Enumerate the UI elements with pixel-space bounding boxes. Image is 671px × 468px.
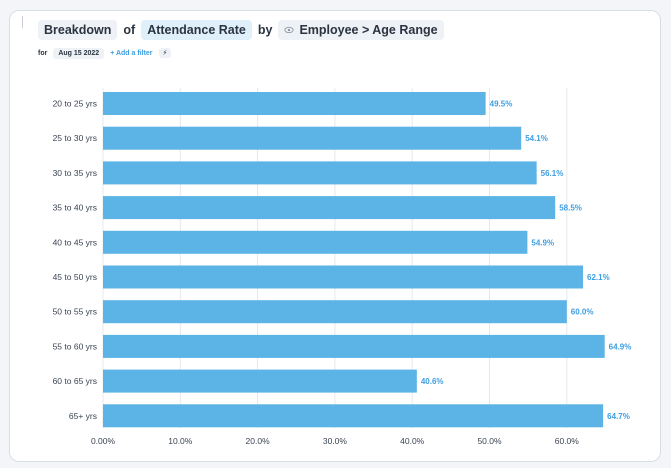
- category-label: 20 to 25 yrs: [53, 99, 97, 109]
- data-label: 56.1%: [541, 169, 564, 178]
- date-filter-chip[interactable]: Aug 15 2022: [53, 47, 105, 59]
- category-label: 50 to 55 yrs: [53, 307, 97, 317]
- bars-layer: [103, 92, 605, 428]
- data-label: 64.9%: [609, 342, 632, 351]
- x-tick-label: 20.0%: [246, 436, 271, 446]
- category-label: 60 to 65 yrs: [53, 376, 97, 386]
- category-label: 25 to 30 yrs: [53, 133, 97, 143]
- x-tick-label: 0.00%: [91, 436, 116, 446]
- data-label: 40.6%: [421, 377, 444, 386]
- bolt-icon[interactable]: ⚡: [158, 48, 172, 58]
- of-label: of: [123, 23, 136, 37]
- data-label: 62.1%: [587, 273, 610, 282]
- data-label: 54.1%: [525, 134, 548, 143]
- category-label: 45 to 50 yrs: [53, 272, 97, 282]
- bar[interactable]: [103, 92, 486, 115]
- bar[interactable]: [103, 230, 528, 254]
- bar[interactable]: [103, 265, 584, 289]
- data-label: 60.0%: [571, 308, 594, 317]
- data-label: 58.5%: [559, 204, 582, 213]
- bar[interactable]: [103, 126, 522, 150]
- by-label: by: [257, 23, 273, 37]
- data-label: 64.7%: [607, 412, 630, 421]
- card-corner-marker: [22, 16, 23, 28]
- filter-bar: for Aug 15 2022 + Add a filter ⚡: [38, 46, 172, 60]
- category-label: 30 to 35 yrs: [53, 168, 97, 178]
- category-label: 55 to 60 yrs: [53, 341, 97, 351]
- bar[interactable]: [103, 404, 604, 428]
- add-filter-link[interactable]: + Add a filter: [110, 49, 153, 57]
- dimension-pill[interactable]: Employee > Age Range: [278, 20, 444, 40]
- labels-layer: 0.00% 10.0% 20.0% 30.0% 40.0% 50.0% 60.0% 20 to…: [53, 99, 632, 447]
- breakdown-header: Breakdown of Attendance Rate by Employee…: [38, 19, 444, 41]
- x-tick-label: 10.0%: [168, 436, 193, 446]
- metric-pill[interactable]: Attendance Rate: [141, 20, 252, 40]
- x-tick-label: 30.0%: [323, 436, 348, 446]
- category-label: 65+ yrs: [69, 411, 97, 421]
- bar[interactable]: [103, 300, 567, 324]
- x-tick-label: 60.0%: [555, 436, 580, 446]
- category-label: 40 to 45 yrs: [53, 237, 97, 247]
- eye-icon: [284, 26, 295, 34]
- for-label: for: [38, 49, 48, 57]
- x-tick-label: 50.0%: [477, 436, 502, 446]
- bar[interactable]: [103, 161, 537, 185]
- bar[interactable]: [103, 369, 417, 393]
- x-tick-label: 40.0%: [400, 436, 425, 446]
- breakdown-pill[interactable]: Breakdown: [38, 20, 118, 40]
- category-label: 35 to 40 yrs: [53, 203, 97, 213]
- bar[interactable]: [103, 196, 556, 220]
- data-label: 49.5%: [490, 100, 513, 109]
- bar[interactable]: [103, 334, 605, 358]
- dimension-label: Employee > Age Range: [299, 23, 438, 37]
- data-label: 54.9%: [531, 238, 554, 247]
